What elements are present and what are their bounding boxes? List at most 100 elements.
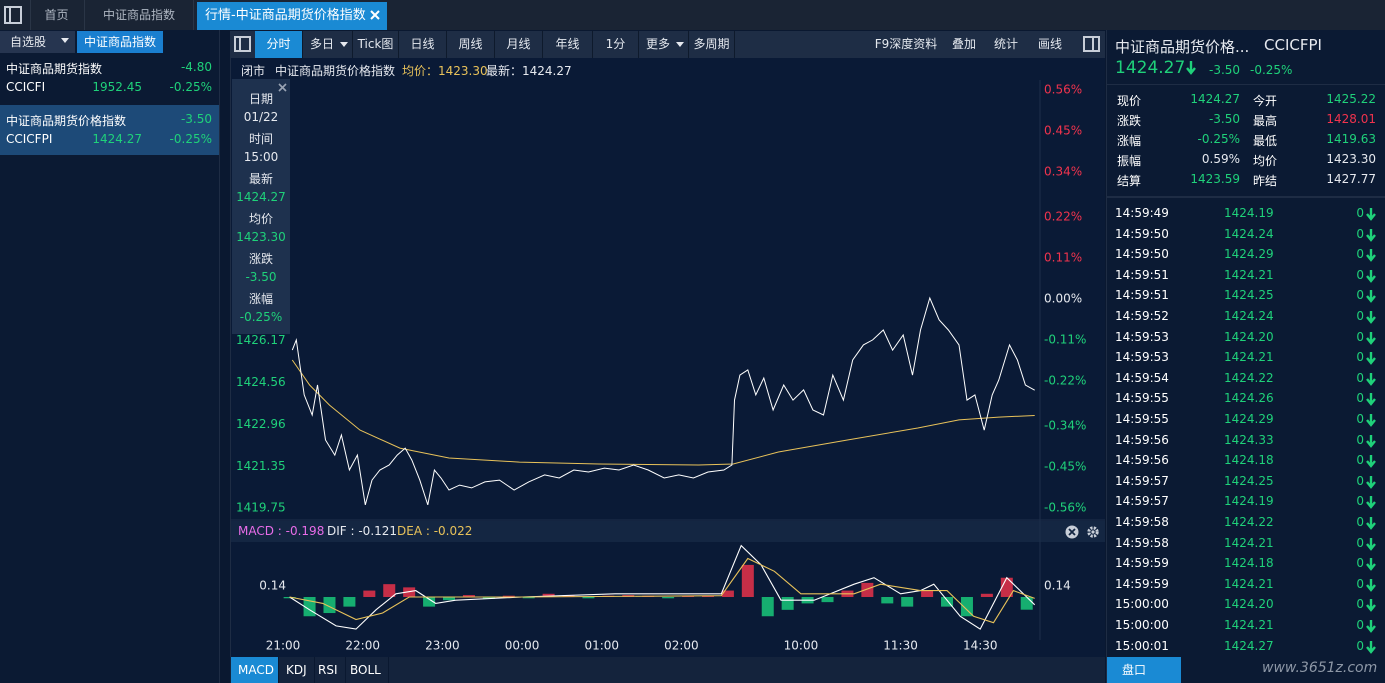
indicator-tab[interactable]: BOLL <box>343 657 389 683</box>
toolbar-button[interactable]: 叠加 <box>951 37 976 51</box>
down-arrow <box>1366 475 1376 489</box>
quote-code: CCICFPI <box>1264 36 1322 54</box>
macd-bar <box>821 596 834 603</box>
indicator-tab[interactable]: MACD <box>231 657 279 683</box>
down-arrow <box>1186 61 1196 75</box>
stock-change: -4.80 <box>180 60 212 74</box>
tab[interactable]: 首页 <box>30 0 82 30</box>
toolbar-button[interactable]: 统计 <box>993 37 1018 51</box>
popup-close[interactable] <box>278 83 287 92</box>
macd-bar <box>423 596 436 607</box>
toolbar <box>230 31 1105 58</box>
stock-code: CCICFI <box>6 80 46 94</box>
toolbar-button[interactable]: 年线 <box>543 31 593 58</box>
y2-tick-label: 0.00% <box>1044 292 1082 306</box>
down-arrow <box>1366 455 1376 469</box>
toolbar-button[interactable]: 月线 <box>495 31 543 58</box>
info-text: 中证商品期货价格指数 <box>275 64 396 78</box>
toolbar-button[interactable]: 周线 <box>447 31 495 58</box>
toolbar-button[interactable]: F9深度资料 <box>874 37 938 51</box>
selected-row[interactable] <box>0 105 219 155</box>
down-arrow <box>1366 208 1376 221</box>
tick-time: 14:59:56 <box>1115 432 1169 447</box>
toolbar-button[interactable]: Tick图 <box>353 31 399 58</box>
tick-time: 14:59:52 <box>1115 309 1169 323</box>
layout-icon[interactable] <box>1083 36 1100 52</box>
y2-tick-label: -0.34% <box>1044 418 1086 432</box>
watermark: www.3651z.com <box>1262 660 1378 676</box>
popup-label: 均价 <box>248 212 273 226</box>
down-arrow <box>1366 372 1376 386</box>
info-text: 均价：1423.30 <box>402 64 488 78</box>
tick-price: 1424.27 <box>1224 638 1274 653</box>
tick-price: 1424.26 <box>1224 391 1274 406</box>
left-tab[interactable] <box>0 31 75 53</box>
macd-bar <box>323 596 336 614</box>
toolbar-button[interactable]: 日线 <box>399 31 447 58</box>
tick-volume: 0 <box>1356 412 1364 426</box>
field-label: 涨幅 <box>1117 134 1142 148</box>
y2-tick-label: 0.11% <box>1044 250 1082 264</box>
toolbar-button[interactable]: 1分 <box>593 31 639 58</box>
active-tab[interactable] <box>197 2 387 30</box>
tick-time: 14:59:55 <box>1115 412 1169 426</box>
toolbar-button[interactable]: 分时 <box>255 31 303 58</box>
field-label: 昨结 <box>1253 174 1278 188</box>
tick-price: 1424.22 <box>1224 370 1274 385</box>
down-arrow <box>1366 517 1376 530</box>
macd-bar <box>363 590 376 597</box>
toolbar-button[interactable]: 多日 <box>303 31 353 58</box>
macd-value: DEA : -0.022 <box>397 524 473 538</box>
toolbar-button[interactable]: 更多 <box>639 31 689 58</box>
button-label: 盘口 <box>1122 663 1147 677</box>
tick-time: 14:59:58 <box>1115 515 1169 529</box>
indicator-line <box>289 544 1036 630</box>
y-tick-label: 1422.96 <box>236 417 286 431</box>
tab-close[interactable] <box>370 9 380 20</box>
layout-icon[interactable] <box>4 6 22 24</box>
tick-volume: 0 <box>1356 391 1364 406</box>
down-arrow <box>1366 331 1376 345</box>
toolbar-button[interactable]: 画线 <box>1037 37 1062 51</box>
indicator-tab[interactable]: KDJ <box>279 657 315 683</box>
tick-time: 15:00:01 <box>1115 638 1169 653</box>
tick-volume: 0 <box>1356 597 1364 612</box>
toolbar-button[interactable]: 多周期 <box>689 31 735 58</box>
tick-price: 1424.25 <box>1224 288 1274 303</box>
tick-time: 14:59:57 <box>1115 473 1169 488</box>
field-value: 1427.77 <box>1326 172 1376 186</box>
popup-value: 1423.30 <box>236 230 286 244</box>
tick-time: 14:59:53 <box>1115 350 1169 365</box>
tick-price: 1424.21 <box>1224 535 1274 550</box>
dropdown-icon <box>340 42 348 47</box>
tick-volume: 0 <box>1356 494 1364 509</box>
price-line <box>291 359 1035 466</box>
stock-name: 中证商品期货指数 <box>6 62 103 76</box>
popup-label: 涨跌 <box>248 252 273 266</box>
tab[interactable]: 中证商品指数 <box>84 0 194 30</box>
macd-value: MACD : -0.198 <box>238 524 325 538</box>
stock-price: 1952.45 <box>92 80 142 94</box>
field-label: 结算 <box>1117 174 1142 188</box>
x-tick-label: 22:00 <box>345 639 380 653</box>
field-value: 1428.01 <box>1326 112 1376 126</box>
y2-tick-label: -0.22% <box>1044 374 1086 388</box>
macd-tools[interactable] <box>1064 524 1102 540</box>
down-arrow <box>1366 496 1376 510</box>
macd-bar <box>861 582 874 597</box>
layout-icon[interactable] <box>234 36 251 52</box>
down-arrow <box>1366 290 1376 304</box>
down-arrow <box>1366 269 1376 283</box>
tick-volume: 0 <box>1356 309 1364 323</box>
tick-volume: 0 <box>1356 556 1364 571</box>
macd-bar <box>482 596 495 599</box>
tick-volume: 0 <box>1356 370 1364 385</box>
left-tab[interactable] <box>77 31 163 53</box>
x-tick-label: 01:00 <box>584 639 619 653</box>
tick-price: 1424.29 <box>1224 247 1274 262</box>
macd-bar <box>741 564 754 597</box>
indicator-tab[interactable]: RSI <box>311 657 346 683</box>
handicap-button[interactable] <box>1107 657 1181 683</box>
quote-title: 中证商品期货价格... <box>1115 38 1250 56</box>
tick-volume: 0 <box>1356 206 1364 220</box>
